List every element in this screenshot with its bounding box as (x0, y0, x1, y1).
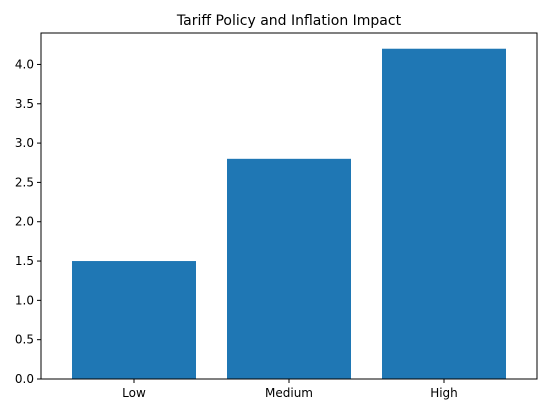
bar-low (72, 261, 196, 379)
bar-high (382, 48, 506, 380)
y-tick-label: 3.0 (15, 136, 34, 150)
x-tick-label: Low (122, 386, 146, 400)
y-tick-label: 1.5 (15, 254, 34, 268)
x-axis: Low Medium High (122, 379, 458, 400)
y-tick-label: 3.5 (15, 97, 34, 111)
x-tick-label: High (430, 386, 458, 400)
chart-title: Tariff Policy and Inflation Impact (176, 13, 402, 29)
bars-group (72, 48, 506, 380)
y-tick-label: 2.0 (15, 215, 34, 229)
y-tick-label: 2.5 (15, 175, 34, 189)
y-tick-label: 0.0 (15, 372, 34, 386)
y-axis: 0.0 0.5 1.0 1.5 2.0 2.5 3.0 3.5 4.0 (15, 57, 41, 386)
y-tick-label: 4.0 (15, 57, 34, 71)
x-tick-label: Medium (265, 386, 313, 400)
bar-medium (227, 158, 351, 379)
plot-frame (40, 32, 538, 380)
y-tick-label: 1.0 (15, 293, 34, 307)
y-tick-label: 0.5 (15, 333, 34, 347)
